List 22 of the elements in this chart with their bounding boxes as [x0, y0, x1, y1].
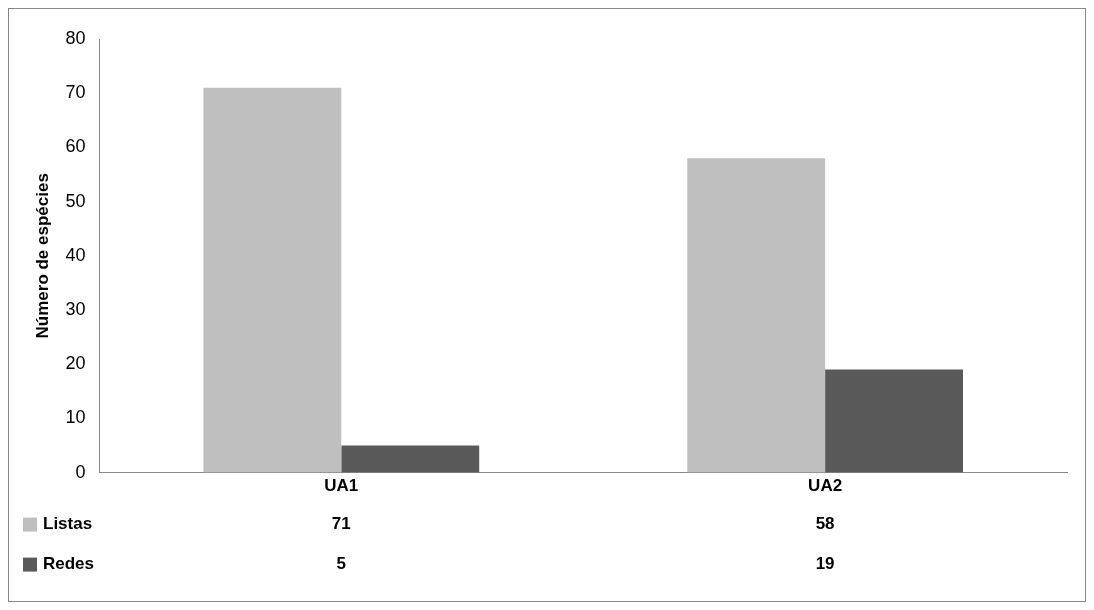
- y-tick-label: 0: [75, 461, 86, 482]
- y-tick-label: 70: [65, 82, 86, 103]
- legend-label: Redes: [43, 554, 95, 574]
- legend-label: Listas: [43, 514, 93, 534]
- y-tick-label: 20: [65, 353, 86, 374]
- data-label: 5: [336, 554, 347, 574]
- y-tick-label: 80: [65, 27, 86, 48]
- x-tick-label: UA2: [808, 476, 843, 496]
- bar: [341, 445, 480, 473]
- y-tick-label: 50: [65, 190, 86, 211]
- y-axis-title: Número de espécies: [32, 173, 52, 339]
- bar: [687, 158, 826, 473]
- y-tick-label: 30: [65, 298, 86, 319]
- y-tick-label: 10: [65, 407, 86, 428]
- bar: [825, 369, 963, 473]
- data-label: 58: [815, 514, 835, 534]
- y-tick-label: 60: [65, 136, 86, 157]
- x-tick-label: UA1: [324, 476, 359, 496]
- y-tick-label: 40: [65, 244, 86, 265]
- data-label: 19: [815, 554, 835, 574]
- data-label: 71: [331, 514, 351, 534]
- bar: [203, 87, 342, 473]
